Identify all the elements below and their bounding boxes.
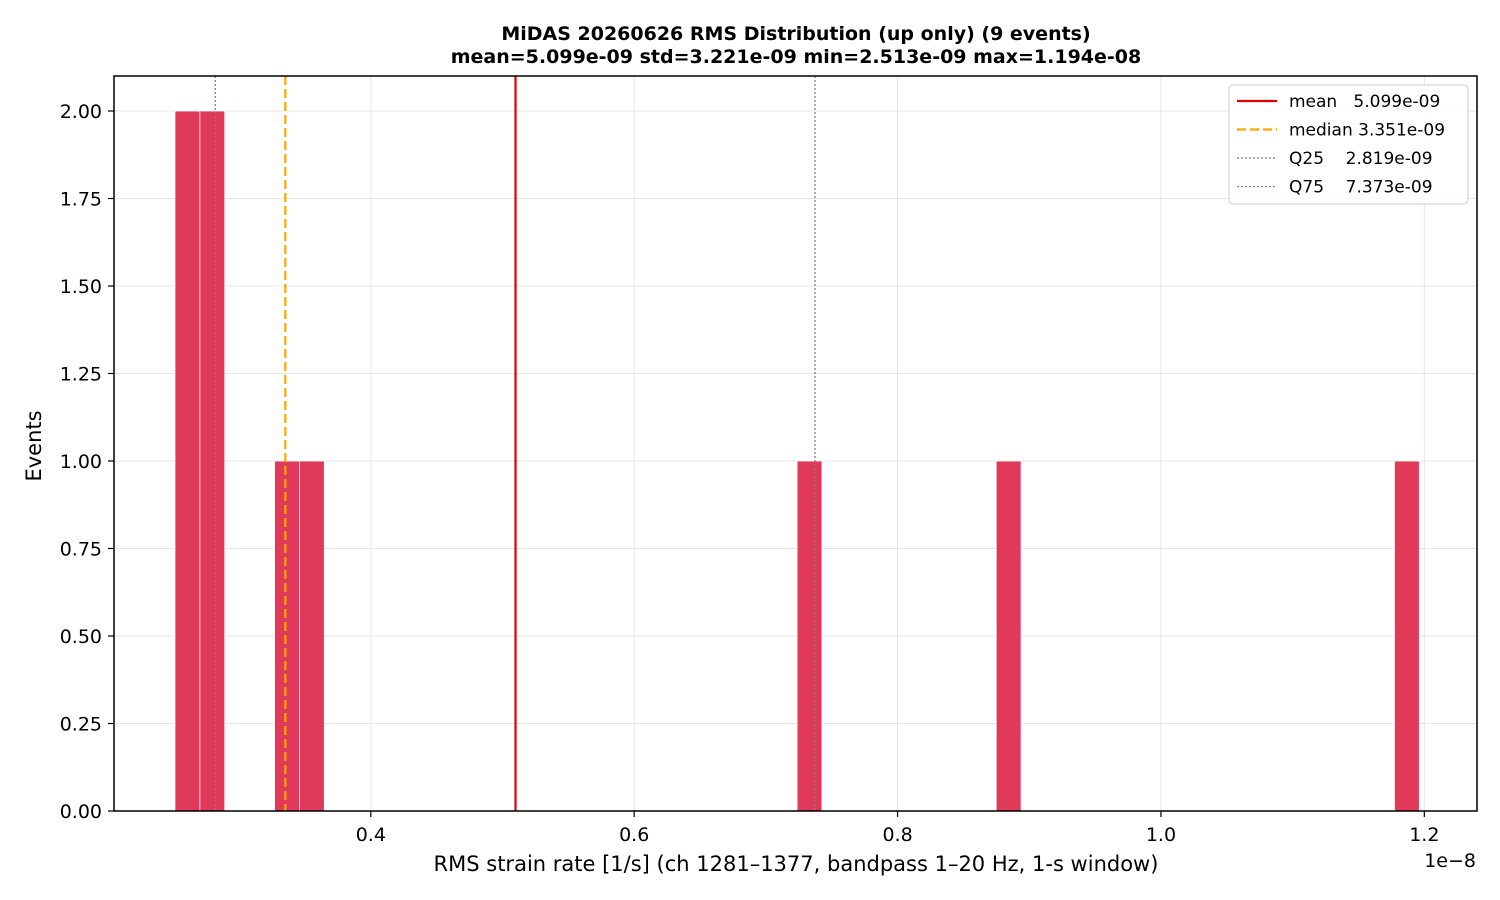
y-tick-label: 1.50 (60, 276, 102, 298)
x-tick-label: 0.6 (619, 824, 649, 846)
y-tick-label: 0.25 (60, 714, 102, 736)
legend-q25-label: Q25 2.819e-09 (1289, 149, 1433, 169)
x-axis-ticks: 0.4 0.6 0.8 1.0 1.2 (356, 811, 1439, 846)
histogram-bar (199, 110, 226, 812)
legend-q75-label: Q75 7.373e-09 (1289, 178, 1433, 198)
x-offset-label: 1e−8 (1424, 850, 1476, 872)
histogram-bar (274, 460, 300, 812)
histogram-bar (995, 460, 1022, 812)
x-tick-label: 0.4 (356, 824, 386, 846)
legend-mean-label: mean 5.099e-09 (1289, 92, 1440, 112)
x-tick-label: 1.2 (1409, 824, 1439, 846)
x-axis-label: RMS strain rate [1/s] (ch 1281–1377, ban… (434, 852, 1159, 876)
x-tick-label: 0.8 (882, 824, 912, 846)
y-tick-label: 2.00 (60, 101, 102, 123)
bars (174, 110, 1420, 812)
legend-median-label: median 3.351e-09 (1289, 121, 1445, 141)
chart-title: MiDAS 20260626 RMS Distribution (up only… (501, 23, 1090, 45)
y-tick-label: 1.00 (60, 451, 102, 473)
x-tick-label: 1.0 (1146, 824, 1176, 846)
y-tick-label: 0.75 (60, 539, 102, 561)
reference-lines (214, 76, 816, 811)
plot-frame (113, 75, 1478, 812)
legend: mean 5.099e-09 median 3.351e-09 Q25 2.819e… (1228, 84, 1469, 205)
legend-box (1228, 84, 1469, 205)
histogram-bar (299, 460, 325, 812)
histogram-bar (1394, 460, 1420, 812)
chart-subtitle: mean=5.099e-09 std=3.221e-09 min=2.513e-… (451, 46, 1142, 68)
y-axis-ticks: 0.00 0.25 0.50 0.75 1.00 1.25 1.50 1.75 2.00 (60, 101, 114, 823)
histogram-bar (796, 460, 823, 812)
histogram-bar (174, 110, 201, 812)
y-tick-label: 0.50 (60, 626, 102, 648)
y-axis-label: Events (22, 410, 46, 481)
y-tick-label: 0.00 (60, 801, 102, 823)
y-tick-label: 1.75 (60, 189, 102, 211)
y-tick-label: 1.25 (60, 364, 102, 386)
